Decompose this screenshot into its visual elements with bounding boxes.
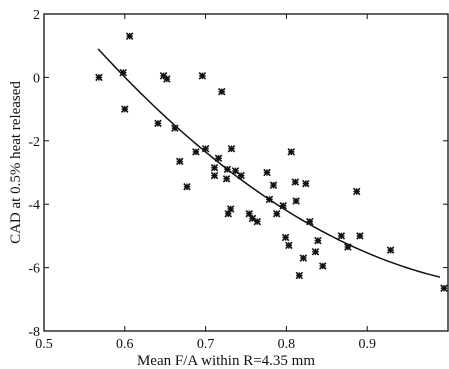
ticks-layer: 0.5 0.6 0.7 0.8 0.9 -8 -6 -4 -2 0 2 <box>28 8 448 352</box>
data-point <box>337 232 346 240</box>
data-point <box>154 119 162 128</box>
data-point <box>306 217 314 226</box>
data-point <box>201 144 210 153</box>
data-point <box>95 73 103 82</box>
y-tick-label: -4 <box>28 198 40 213</box>
data-point <box>227 144 236 153</box>
data-point <box>265 195 274 204</box>
data-point <box>223 165 232 174</box>
data-point <box>314 236 322 245</box>
x-tick-label: 0.7 <box>197 337 215 352</box>
data-point <box>125 32 134 40</box>
x-tick-label: 0.5 <box>35 337 53 352</box>
data-point <box>171 124 179 132</box>
data-point <box>281 233 290 242</box>
y-tick-label: -2 <box>28 135 40 150</box>
x-tick-label: 0.6 <box>116 337 134 352</box>
data-point <box>119 68 127 77</box>
x-axis-label: Mean F/A within R=4.35 mm <box>137 353 315 369</box>
data-point <box>183 182 191 191</box>
data-point <box>175 157 184 166</box>
plot-frame <box>43 13 449 332</box>
data-point <box>295 271 304 280</box>
data-point <box>269 181 278 189</box>
data-point <box>291 178 300 186</box>
data-point <box>279 202 287 210</box>
y-tick-label: -8 <box>28 325 40 340</box>
y-tick-label: -6 <box>28 262 40 277</box>
data-point <box>121 105 129 113</box>
y-axis-label: CAD at 0.5% heat released <box>8 81 24 244</box>
data-point <box>237 171 245 180</box>
data-point <box>272 209 281 218</box>
data-point <box>299 254 308 262</box>
data-point <box>226 205 235 213</box>
data-point <box>222 175 231 183</box>
data-point <box>352 187 361 196</box>
fit-curve <box>97 48 441 278</box>
points-layer <box>95 32 448 292</box>
data-point <box>263 168 271 177</box>
data-point <box>386 246 395 254</box>
data-point <box>292 197 300 205</box>
data-point <box>318 262 327 270</box>
data-point <box>192 148 200 156</box>
data-point <box>287 148 296 156</box>
data-point <box>198 72 207 80</box>
data-point <box>302 179 310 188</box>
y-tick-label: 0 <box>33 71 40 86</box>
x-tick-label: 0.9 <box>358 337 376 352</box>
data-point <box>210 171 219 180</box>
data-point <box>253 217 262 226</box>
data-point <box>356 232 364 240</box>
data-point <box>163 75 171 83</box>
data-point <box>285 241 293 250</box>
y-tick-label: 2 <box>33 8 40 23</box>
data-point <box>217 87 226 96</box>
data-point <box>210 163 219 172</box>
x-tick-label: 0.8 <box>278 337 296 352</box>
data-point <box>344 243 352 251</box>
fit-line-layer <box>97 48 441 278</box>
data-point <box>214 154 223 163</box>
data-point <box>311 247 320 256</box>
data-point <box>440 284 448 292</box>
